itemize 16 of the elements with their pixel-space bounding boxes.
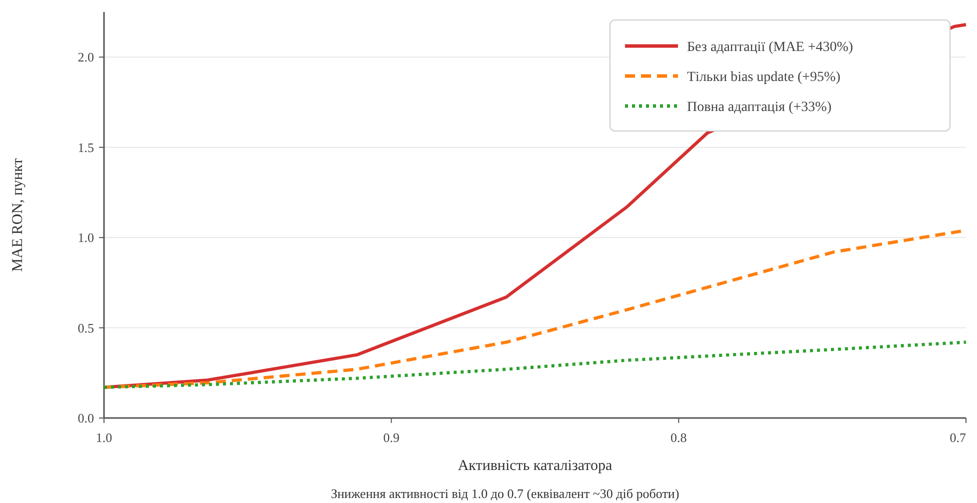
y-axis-title: MAE RON, пункт [10,158,26,272]
x-tick-label: 0.7 [950,430,966,445]
legend-label: Без адаптації (MAE +430%) [687,40,854,55]
y-tick-label: 2.0 [78,50,94,65]
x-tick-label: 1.0 [96,430,112,445]
y-tick-label: 0.0 [78,410,94,426]
text: Зниження активності від 1.0 до 0.7 (еквівалент ~30 діб роботи) [330,486,680,501]
y-tick-label: 0.5 [78,320,94,336]
legend-label: Повна адаптація (+33%) [687,100,832,115]
y-tick-label: 1.5 [78,140,94,155]
x-tick-label: 0.8 [670,430,687,445]
legend-label: Тільки bias update (+95%) [687,70,841,85]
line-series [102,340,968,389]
x-axis-title: Активність каталізатора [458,458,612,474]
y-tick-label: 1.0 [78,230,94,246]
x-tick-label: 0.9 [383,430,400,445]
